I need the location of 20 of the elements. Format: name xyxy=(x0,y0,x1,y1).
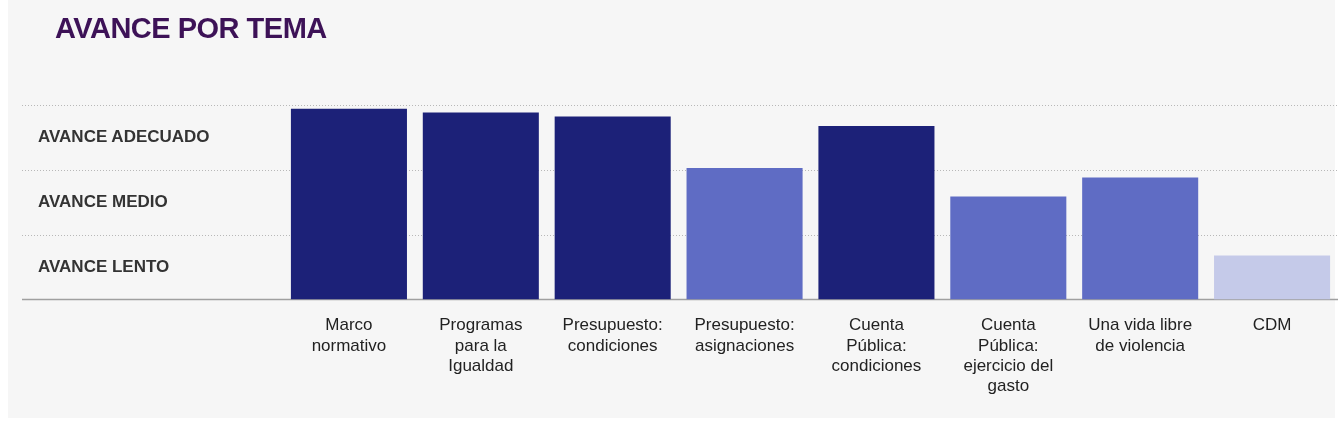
bar xyxy=(290,108,407,300)
bar xyxy=(1214,255,1331,300)
x-tick-label: Programas para la Igualdad xyxy=(439,315,523,376)
x-tick-label: Marco normativo xyxy=(311,315,387,355)
text: AVANCE LENTO xyxy=(38,256,170,276)
x-tick-label: Cuenta Pública: condiciones xyxy=(831,315,922,376)
bar xyxy=(950,196,1067,300)
x-tick-label: Una vida libre de violencia xyxy=(1088,315,1193,355)
x-tick-label: CDM xyxy=(1252,315,1292,335)
bar xyxy=(686,167,803,300)
text: AVANCE ADECUADO xyxy=(38,127,210,147)
text: AVANCE MEDIO xyxy=(38,191,168,211)
bar xyxy=(818,125,935,300)
x-tick-label: Presupuesto: asignaciones xyxy=(694,315,795,355)
bar xyxy=(554,116,671,300)
x-tick-label: Presupuesto: condiciones xyxy=(562,315,663,355)
bar xyxy=(422,112,539,300)
bar xyxy=(1082,177,1199,300)
x-tick-label: Cuenta Pública: ejercicio del gasto xyxy=(963,315,1054,396)
chart-title: AVANCE POR TEMA xyxy=(55,12,327,45)
